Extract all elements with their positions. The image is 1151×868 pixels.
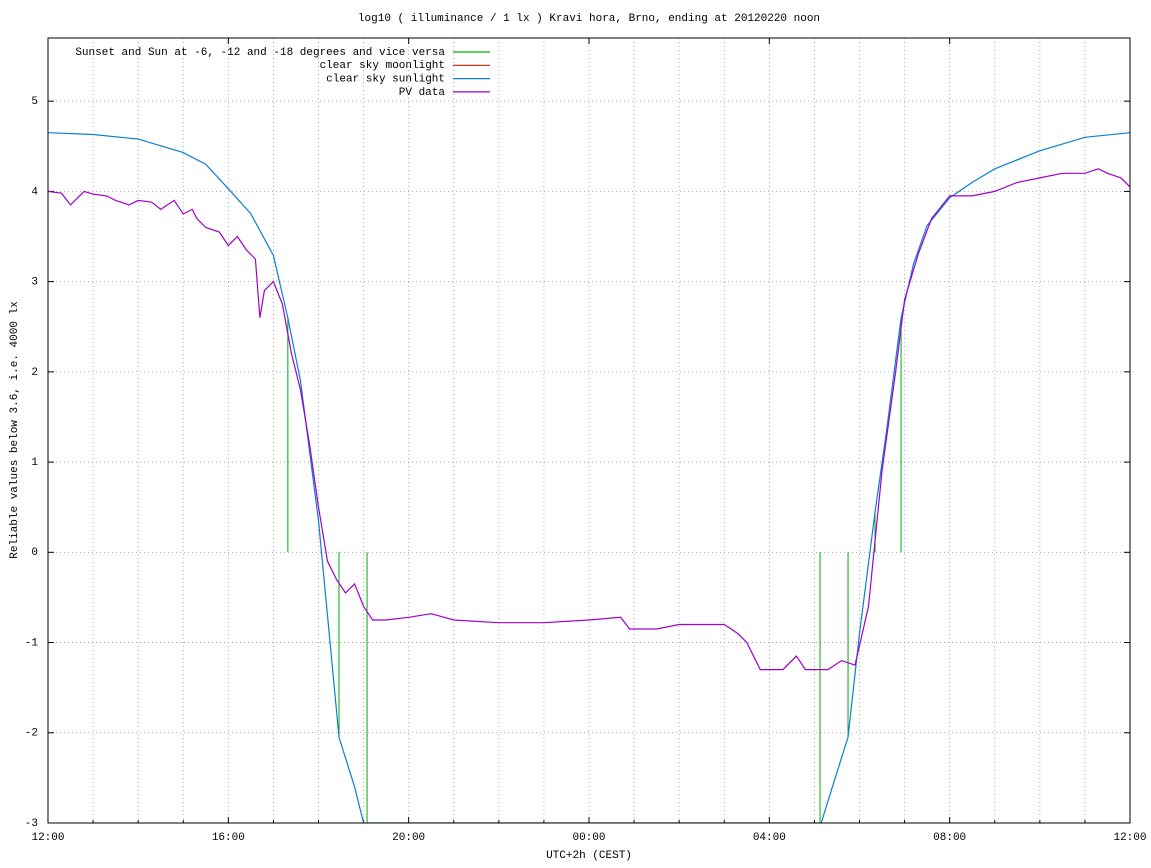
- y-tick-label: 3: [31, 277, 38, 289]
- y-tick-label: -2: [25, 728, 38, 740]
- legend-label: PV data: [399, 87, 446, 99]
- series-line: [48, 168, 1130, 671]
- y-tick-label: 4: [31, 186, 38, 198]
- y-tick-label: 5: [31, 96, 38, 108]
- x-tick-label: 00:00: [572, 832, 605, 844]
- legend-label: Sunset and Sun at -6, -12 and -18 degree…: [75, 47, 445, 59]
- series-line: [48, 132, 1130, 823]
- y-tick-label: 0: [31, 547, 38, 559]
- x-tick-label: 04:00: [753, 832, 786, 844]
- x-tick-label: 08:00: [933, 832, 966, 844]
- x-tick-label: 12:00: [1113, 832, 1146, 844]
- legend-label: clear sky sunlight: [326, 74, 445, 86]
- y-tick-label: -1: [25, 637, 39, 649]
- y-tick-label: -3: [25, 818, 38, 830]
- legend-label: clear sky moonlight: [320, 60, 445, 72]
- x-tick-label: 12:00: [31, 832, 64, 844]
- y-tick-label: 2: [31, 367, 38, 379]
- y-tick-label: 1: [31, 457, 38, 469]
- plot-frame: [47, 37, 1131, 824]
- x-tick-label: 20:00: [392, 832, 425, 844]
- x-axis-label: UTC+2h (CEST): [546, 850, 632, 862]
- y-axis-label: Reliable values below 3.6, i.e. 4000 lx: [9, 301, 21, 559]
- chart-title: log10 ( illuminance / 1 lx ) Kravi hora,…: [358, 13, 820, 25]
- plot-area: [48, 132, 1130, 823]
- x-tick-label: 16:00: [212, 832, 245, 844]
